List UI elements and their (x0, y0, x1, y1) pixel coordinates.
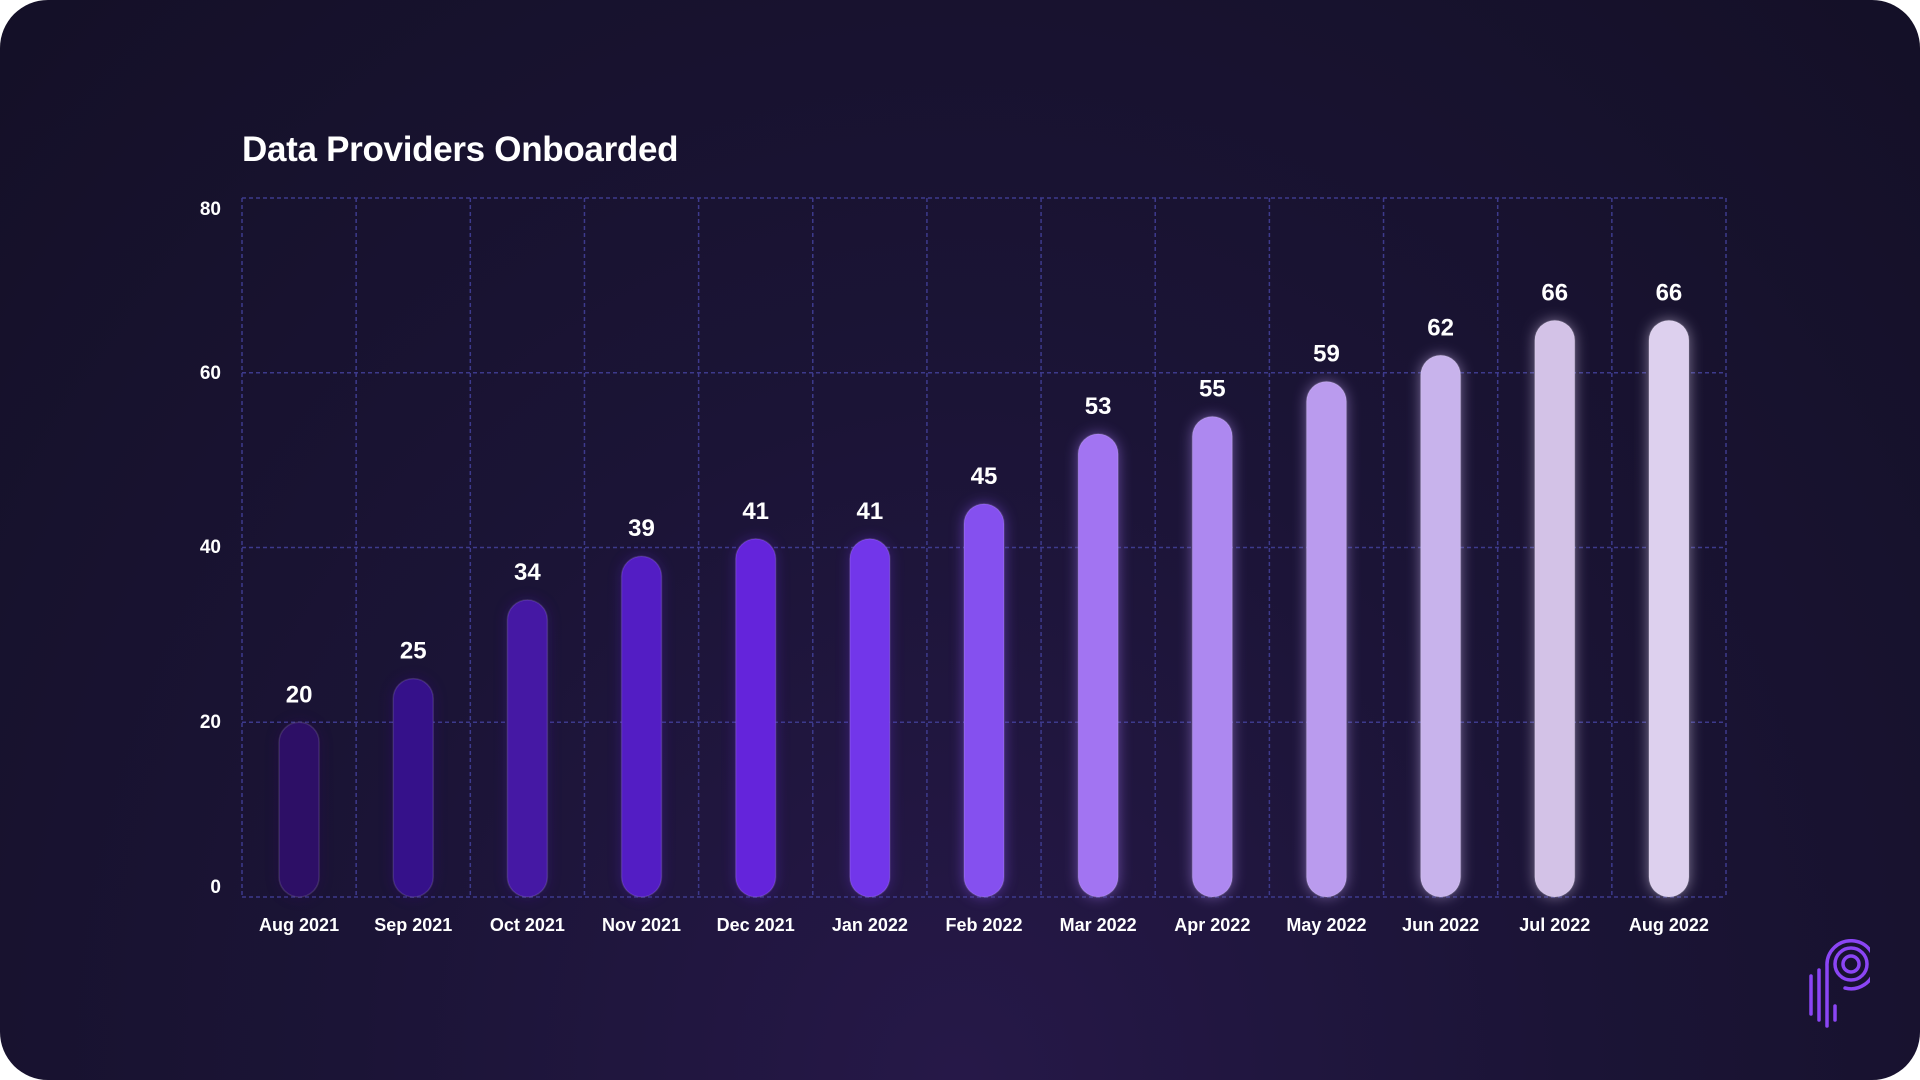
bar (734, 538, 777, 898)
y-tick-label: 40 (200, 537, 221, 558)
y-tick-label: 20 (200, 712, 221, 733)
data-label: 41 (856, 498, 883, 525)
bar (620, 555, 663, 898)
x-tick-label: Oct 2021 (490, 915, 565, 935)
x-tick-label: Apr 2022 (1174, 915, 1250, 935)
x-tick-label: Nov 2021 (602, 915, 681, 935)
data-label: 45 (971, 463, 998, 490)
x-tick-label: Sep 2021 (374, 915, 452, 935)
y-tick-label: 80 (200, 199, 221, 220)
bar (1305, 380, 1348, 898)
data-label: 41 (742, 498, 769, 525)
bar (1648, 319, 1690, 898)
data-label: 39 (628, 515, 655, 542)
data-label: 62 (1427, 314, 1454, 341)
bar (278, 721, 320, 898)
bar (849, 538, 891, 898)
bar (392, 677, 434, 898)
bar (1419, 354, 1462, 898)
data-label: 66 (1656, 279, 1683, 306)
logo-icon (1809, 939, 1870, 1028)
x-tick-label: Mar 2022 (1060, 915, 1137, 935)
x-tick-label: Dec 2021 (717, 915, 795, 935)
y-tick-label: 0 (210, 877, 221, 898)
data-label: 53 (1085, 393, 1112, 420)
data-label: 34 (514, 559, 541, 586)
data-label: 66 (1541, 279, 1568, 306)
bar (1191, 415, 1234, 898)
chart-title: Data Providers Onboarded (242, 130, 679, 169)
bar (1077, 433, 1119, 898)
data-label: 59 (1313, 340, 1340, 367)
x-tick-label: Feb 2022 (945, 915, 1022, 935)
x-tick-label: Aug 2021 (259, 915, 339, 935)
data-label: 25 (400, 638, 427, 665)
bar (506, 599, 549, 898)
x-tick-label: Jan 2022 (832, 915, 908, 935)
x-tick-label: Aug 2022 (1629, 915, 1709, 935)
bar (1534, 319, 1576, 898)
y-tick-label: 60 (200, 363, 221, 384)
x-tick-label: Jun 2022 (1402, 915, 1479, 935)
data-label: 55 (1199, 375, 1226, 402)
x-tick-label: May 2022 (1286, 915, 1366, 935)
x-tick-label: Jul 2022 (1519, 915, 1590, 935)
data-label: 20 (286, 681, 313, 708)
bar (963, 503, 1005, 898)
